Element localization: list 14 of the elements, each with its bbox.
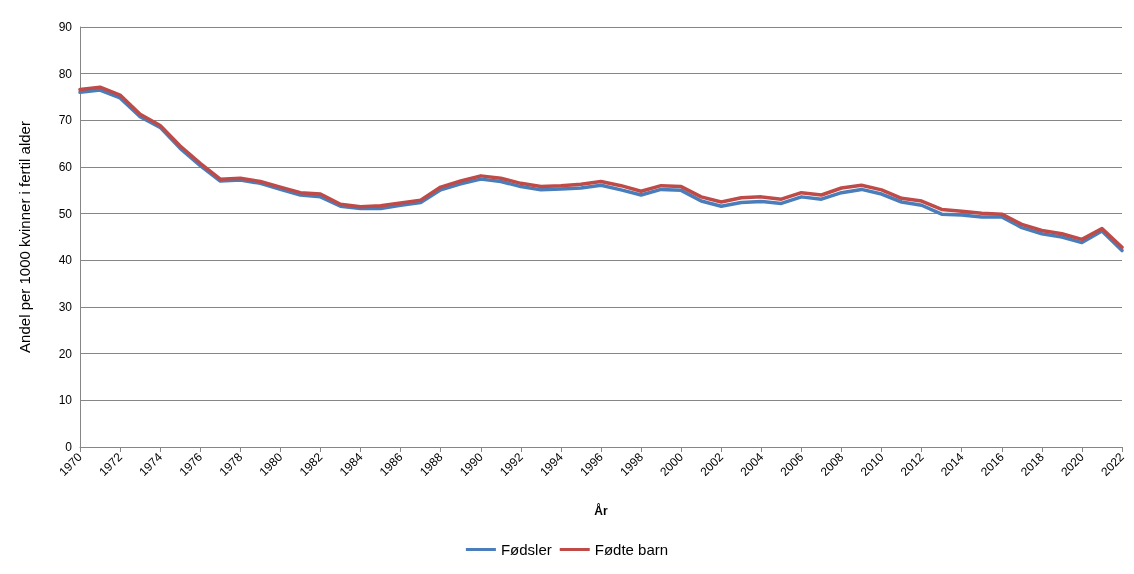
y-axis-title: Andel per 1000 kvinner i fertil alder (16, 121, 33, 353)
y-tick-label: 10 (58, 393, 73, 408)
y-tick-label: 90 (58, 20, 73, 34)
legend-label: Fødsler (500, 541, 552, 558)
y-tick-label: 70 (58, 113, 73, 128)
y-tick-label: 60 (58, 160, 73, 174)
y-tick-label: 30 (58, 300, 73, 314)
legend-label: Fødte barn (594, 541, 669, 558)
x-axis-title: År (594, 503, 608, 518)
y-tick-label: 0 (65, 440, 73, 454)
y-tick-label: 80 (58, 66, 73, 81)
y-tick-label: 50 (58, 206, 73, 221)
y-tick-label: 20 (58, 346, 73, 361)
y-tick-label: 40 (58, 253, 73, 268)
